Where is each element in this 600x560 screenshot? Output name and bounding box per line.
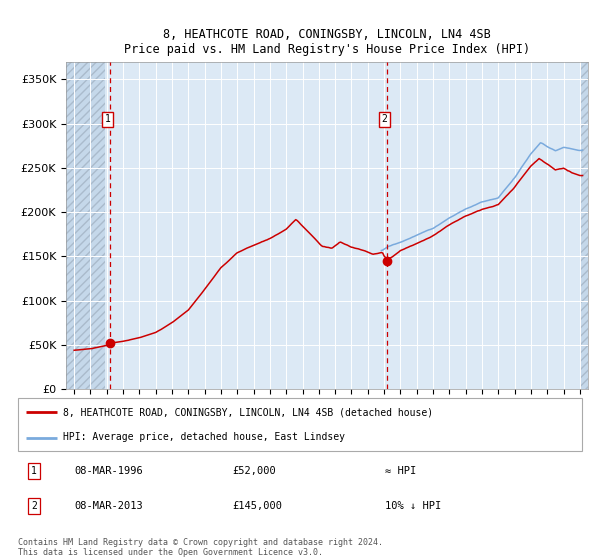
Text: £145,000: £145,000: [232, 501, 283, 511]
Bar: [66, 62, 106, 389]
Text: Contains HM Land Registry data © Crown copyright and database right 2024.
This d: Contains HM Land Registry data © Crown c…: [18, 538, 383, 557]
Text: 2: 2: [382, 114, 388, 124]
Text: £52,000: £52,000: [232, 466, 276, 476]
Text: 10% ↓ HPI: 10% ↓ HPI: [385, 501, 441, 511]
Text: 08-MAR-1996: 08-MAR-1996: [74, 466, 143, 476]
Bar: [580, 62, 588, 389]
Text: 08-MAR-2013: 08-MAR-2013: [74, 501, 143, 511]
Text: 1: 1: [31, 466, 37, 476]
Text: 8, HEATHCOTE ROAD, CONINGSBY, LINCOLN, LN4 4SB (detached house): 8, HEATHCOTE ROAD, CONINGSBY, LINCOLN, L…: [63, 408, 433, 418]
Title: 8, HEATHCOTE ROAD, CONINGSBY, LINCOLN, LN4 4SB
Price paid vs. HM Land Registry's: 8, HEATHCOTE ROAD, CONINGSBY, LINCOLN, L…: [124, 28, 530, 56]
Text: 1: 1: [104, 114, 110, 124]
FancyBboxPatch shape: [18, 398, 582, 451]
Text: 2: 2: [31, 501, 37, 511]
Text: HPI: Average price, detached house, East Lindsey: HPI: Average price, detached house, East…: [63, 432, 345, 442]
Text: ≈ HPI: ≈ HPI: [385, 466, 416, 476]
